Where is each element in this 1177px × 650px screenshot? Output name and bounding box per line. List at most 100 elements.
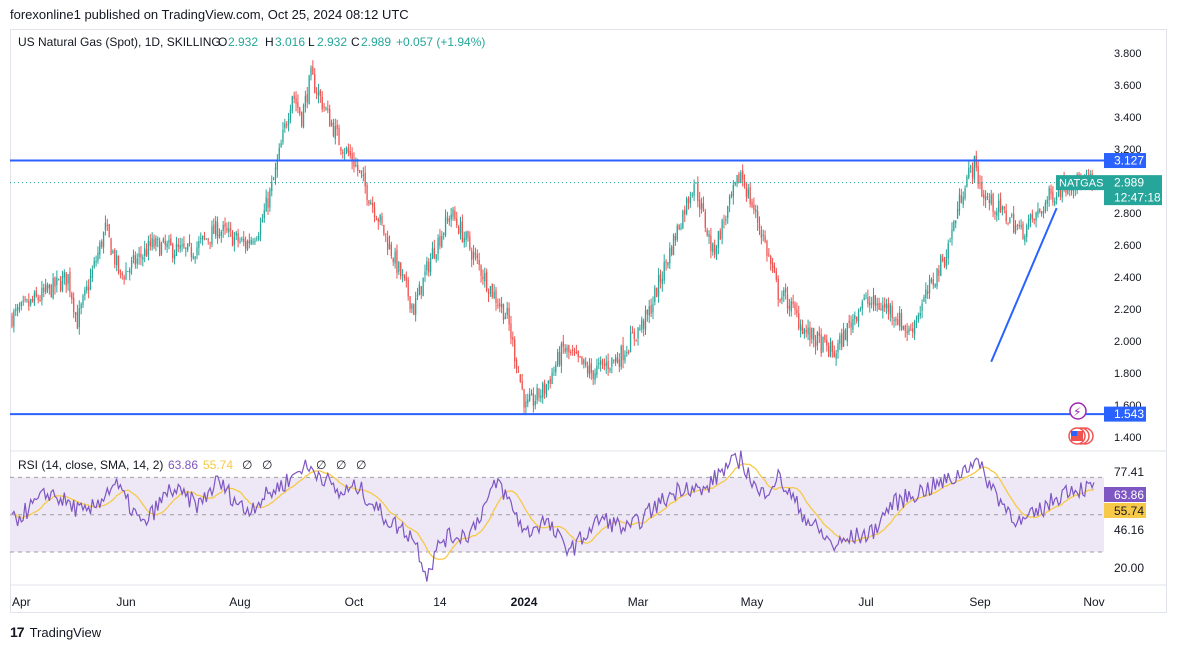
eye-off-icon[interactable]: ∅: [316, 458, 326, 472]
candle-body: [751, 201, 753, 207]
candle-body: [764, 235, 766, 242]
price-tick-label: 3.800: [1114, 48, 1142, 60]
candle-body: [26, 299, 28, 301]
candle-body: [443, 232, 445, 236]
eye-off-icon[interactable]: ∅: [242, 458, 252, 472]
candle-body: [665, 261, 667, 263]
candle-body: [299, 107, 301, 114]
candle-body: [31, 299, 34, 302]
candle-body: [545, 384, 548, 395]
candle-body: [229, 228, 232, 231]
candle-body: [671, 246, 673, 255]
candle-body: [78, 308, 80, 328]
eye-off-icon[interactable]: ∅: [356, 458, 366, 472]
candle-body: [439, 235, 441, 246]
candle-body: [553, 370, 555, 372]
candle-body: [708, 234, 710, 238]
rsi-sma-label: 55.74: [1114, 504, 1144, 518]
rsi-axis-upper: 77.41: [1114, 465, 1144, 479]
candle-body: [59, 280, 62, 291]
candle-body: [805, 330, 807, 333]
eye-off-icon[interactable]: ∅: [262, 458, 272, 472]
candle-body: [125, 270, 127, 280]
candle-body: [142, 257, 144, 260]
candle-body: [839, 335, 841, 344]
candle-body: [781, 297, 783, 301]
candle-body: [783, 290, 785, 297]
candle-body: [452, 209, 454, 217]
candle-body: [829, 342, 832, 357]
candle-body: [822, 336, 824, 352]
candle-body: [158, 240, 161, 257]
time-label: Jul: [858, 595, 873, 609]
candle-body: [246, 241, 249, 251]
candle-body: [1039, 208, 1041, 213]
candle-body: [84, 289, 86, 296]
candle-body: [856, 316, 858, 321]
candle-body: [179, 245, 181, 249]
candle-body: [676, 225, 678, 240]
candle-body: [433, 247, 435, 258]
candle-body: [999, 198, 1002, 212]
candle-body: [336, 125, 338, 130]
price-axis[interactable]: 3.800 3.600 3.400 3.200 2.800 2.600 2.400 2.200…: [1114, 48, 1142, 444]
candle-body: [407, 279, 409, 297]
price-tick-label: 2.800: [1114, 208, 1142, 220]
candle-body: [1012, 213, 1015, 233]
candle-body: [947, 243, 949, 259]
candle-body: [682, 211, 684, 229]
candle-body: [807, 327, 809, 335]
candle-body: [515, 360, 518, 370]
candle-body: [95, 260, 97, 263]
candle-body: [753, 204, 755, 211]
candle-body: [244, 241, 247, 249]
time-axis[interactable]: Apr Jun Aug Oct 14 2024 Mar May Jul Sep Nov: [12, 595, 1105, 609]
candle-body: [22, 300, 24, 302]
candle-body: [657, 275, 660, 296]
candle-body: [631, 331, 634, 334]
candle-body: [801, 326, 804, 335]
candle-body: [646, 309, 649, 315]
candle-body: [147, 240, 150, 255]
candle-body: [18, 307, 21, 309]
candle-body: [547, 381, 549, 384]
chart-frame: [10, 29, 1167, 613]
candle-body: [756, 211, 759, 224]
rsi-legend-value: 63.86: [168, 458, 198, 472]
candle-body: [30, 299, 32, 305]
candle-body: [256, 238, 258, 240]
candle-body: [854, 315, 856, 319]
candle-body: [721, 220, 723, 239]
candle-body: [618, 359, 620, 367]
candle-body: [616, 357, 619, 362]
candle-body: [129, 269, 131, 274]
candle-body: [52, 278, 54, 299]
tradingview-logo-icon[interactable]: 17: [10, 624, 25, 640]
candle-body: [941, 257, 944, 262]
candle-body: [557, 351, 559, 366]
candle-body: [971, 167, 974, 178]
lightning-event-icon[interactable]: ⚡: [1069, 402, 1087, 420]
candle-body: [196, 247, 198, 256]
candle-body: [540, 395, 542, 399]
candle-body: [1059, 188, 1062, 197]
trend-line[interactable]: [990, 207, 1058, 363]
candle-body: [596, 365, 598, 375]
eye-off-icon[interactable]: ∅: [336, 458, 346, 472]
candle-body: [897, 319, 899, 326]
legend-symbol: US Natural Gas (Spot), 1D, SKILLING: [18, 35, 221, 49]
candle-body: [43, 287, 45, 292]
footer-brand[interactable]: TradingView: [29, 624, 102, 640]
candle-body: [302, 105, 305, 128]
candle-body: [284, 123, 286, 128]
candle-body: [1011, 215, 1013, 217]
us-flag-event-icon[interactable]: [1068, 427, 1094, 445]
candle-body: [306, 94, 308, 103]
candle-body: [1003, 206, 1005, 209]
candle-body: [949, 241, 951, 243]
candle-body: [1031, 213, 1033, 219]
candle-body: [1046, 199, 1048, 204]
candle-body: [667, 262, 669, 266]
candle-body: [749, 187, 751, 204]
